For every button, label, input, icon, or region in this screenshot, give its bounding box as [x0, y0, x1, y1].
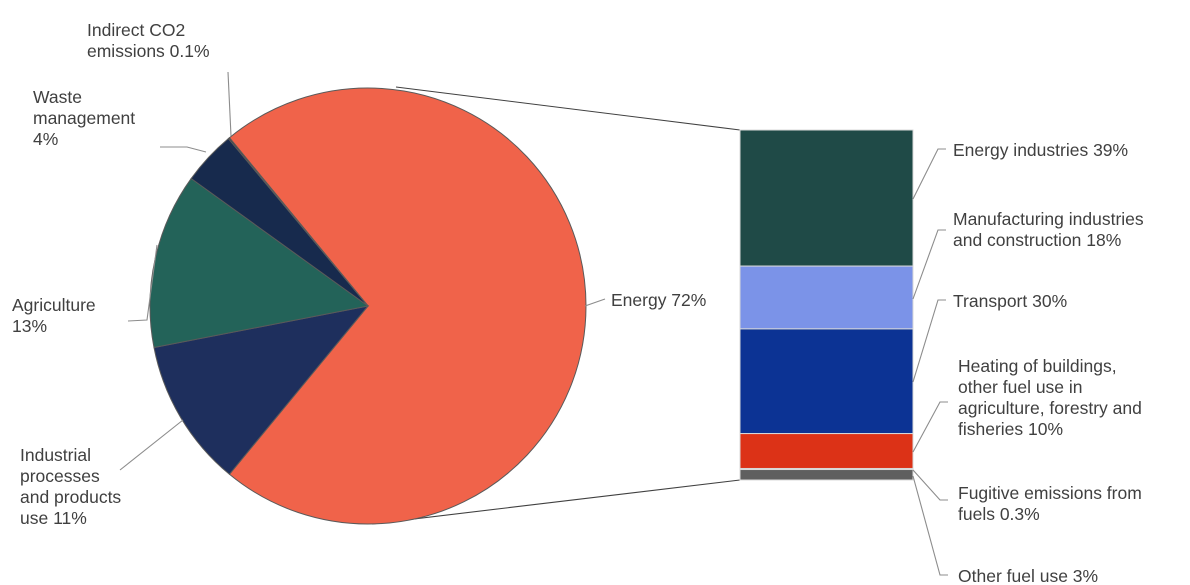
stacked-bar	[739, 129, 914, 481]
label-energy-industries-line: Energy industries 39%	[953, 140, 1128, 160]
label-indirect: Indirect CO2 emissions 0.1%	[87, 20, 210, 61]
leader-heating	[912, 401, 948, 453]
label-manufacturing: Manufacturing industries and construction…	[953, 209, 1144, 250]
leader-industrial	[119, 419, 184, 471]
connector-bottom	[371, 479, 741, 525]
label-other-line: Other fuel use 3%	[958, 566, 1098, 585]
pie-slice-indirect	[227, 137, 369, 307]
leader-transport	[912, 299, 946, 383]
label-other: Other fuel use 3%	[958, 566, 1098, 585]
label-agriculture: Agriculture 13%	[12, 295, 96, 336]
bar-segment-other	[739, 469, 914, 481]
connector-top	[395, 86, 741, 131]
leader-manufacturing	[912, 229, 946, 300]
leader-fugitive	[912, 469, 948, 501]
label-waste: Waste management 4%	[33, 87, 135, 149]
leader-energy	[584, 298, 606, 307]
label-transport-line: Transport 30%	[953, 291, 1067, 311]
label-fugitive-line: fuels 0.3%	[958, 504, 1040, 524]
label-industrial-line: Industrial	[20, 445, 91, 465]
label-waste-line: management	[33, 108, 135, 128]
label-heating-line: Heating of buildings,	[958, 356, 1117, 376]
leader-other	[912, 475, 948, 576]
leader-waste	[160, 146, 207, 153]
label-energy-line: Energy 72%	[611, 290, 706, 310]
label-agriculture-line: Agriculture	[12, 295, 96, 315]
leader-lines	[119, 71, 948, 576]
labels: Energy 72% Industrial processes and product…	[12, 20, 1144, 585]
label-industrial-line: and products	[20, 487, 121, 507]
label-heating: Heating of buildings, other fuel use in ag…	[958, 356, 1142, 439]
label-industrial: Industrial processes and products use 11%	[20, 445, 121, 528]
label-fugitive-line: Fugitive emissions from	[958, 483, 1142, 503]
leader-agriculture	[127, 244, 158, 322]
label-manufacturing-line: and construction 18%	[953, 230, 1121, 250]
pie-slice-industrial	[153, 305, 370, 475]
label-heating-line: agriculture, forestry and	[958, 398, 1142, 418]
leader-indirect	[227, 71, 232, 137]
label-waste-line: Waste	[33, 87, 82, 107]
label-manufacturing-line: Manufacturing industries	[953, 209, 1144, 229]
label-industrial-line: processes	[20, 466, 100, 486]
leader-energy-industries	[912, 148, 946, 200]
pie	[149, 87, 587, 525]
label-indirect-line: Indirect CO2	[87, 20, 185, 40]
label-heating-line: other fuel use in	[958, 377, 1083, 397]
label-industrial-line: use 11%	[20, 508, 87, 528]
label-transport: Transport 30%	[953, 291, 1067, 311]
pie-to-bar-connectors	[371, 86, 741, 525]
bar-segment-heating	[739, 433, 914, 469]
bar-segment-transport	[739, 328, 914, 435]
label-energy-industries: Energy industries 39%	[953, 140, 1128, 160]
bar-segment-manufacturing	[739, 265, 914, 330]
label-agriculture-line: 13%	[12, 316, 47, 336]
label-energy: Energy 72%	[611, 290, 706, 310]
label-waste-line: 4%	[33, 129, 58, 149]
label-heating-line: fisheries 10%	[958, 419, 1063, 439]
label-fugitive: Fugitive emissions from fuels 0.3%	[958, 483, 1142, 524]
bar-segment-energy-industries	[739, 129, 914, 267]
label-indirect-line: emissions 0.1%	[87, 41, 210, 61]
